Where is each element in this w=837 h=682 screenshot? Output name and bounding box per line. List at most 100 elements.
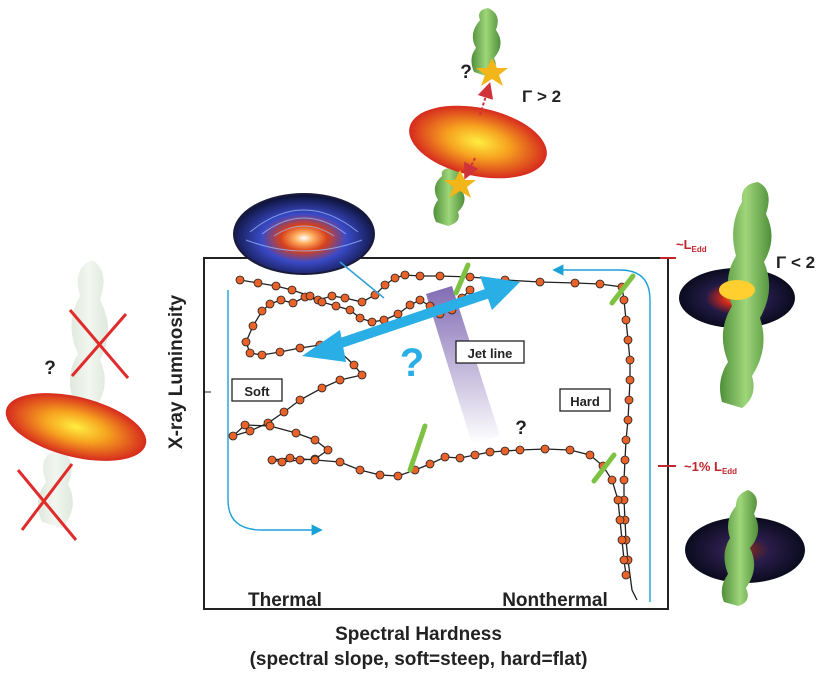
disk-jet-illustration [409,8,547,226]
track-point [335,375,345,385]
track-point [276,295,286,305]
track-point [415,271,425,281]
thermal-label: Thermal [248,590,322,611]
track-point [621,315,631,325]
gamma-lt-label: Γ < 2 [776,253,815,272]
track-point [470,450,480,460]
jet-line-box [455,340,525,364]
track-point [228,431,238,441]
track-point [619,555,629,565]
top-question: ? [460,62,472,83]
track-point [485,447,495,457]
track-point [323,445,333,455]
track-point [279,407,289,417]
track-point [317,383,327,393]
track-point [275,347,285,357]
track-point [257,306,267,316]
track-point [415,295,425,305]
track-point [295,455,305,465]
hard-box [559,388,611,412]
track-point [305,291,315,301]
track-point [393,309,403,319]
track-point [367,317,377,327]
track-point [310,435,320,445]
track-point [455,453,465,463]
jet-line-double-arrow [302,276,520,362]
track-point [375,470,385,480]
track-point [380,280,390,290]
soft-label: Soft [244,384,270,399]
track-point [390,273,400,283]
track-point [621,435,631,445]
track-point [291,428,301,438]
track-point [245,348,255,358]
track-point [585,450,595,460]
track-point [619,475,629,485]
hard-question: ? [515,418,527,439]
eddington-marker: ~LEdd [676,237,707,254]
track-point [340,293,350,303]
track-point [465,285,475,295]
jet-line-question: ? [400,341,424,385]
track-point [624,395,634,405]
soft-cycle-arrow [227,290,323,536]
soft-box [231,378,283,402]
y-axis-title: X-ray Luminosity [166,295,187,450]
track-point [355,465,365,475]
track-point [623,335,633,345]
track-point [435,271,445,281]
track-point [619,295,629,305]
track-point [621,570,631,580]
accretion-disk-photo [233,193,385,299]
hard-label: Hard [570,394,600,409]
track-point [465,272,475,282]
track-point [285,453,295,463]
track-point [287,285,297,295]
track-point [620,455,630,465]
track-point [317,297,327,307]
track-point [355,313,365,323]
track-point [607,475,617,485]
track-point [515,445,525,455]
track-point [345,305,355,315]
x-axis-title: Spectral Hardness [335,624,502,645]
jet-line-label: Jet line [468,346,513,361]
track-point [265,421,275,431]
track-point [623,415,633,425]
hard-cycle-arrow [552,264,651,602]
disk-with-jet-hard [679,182,795,408]
track-point [277,457,287,467]
track-point [405,300,415,310]
track-point [257,350,267,360]
plot-frame [203,257,669,610]
track-point [248,321,258,331]
track-point [245,426,255,436]
track-point [265,299,275,309]
track-point [240,420,250,430]
track-point [500,446,510,456]
track-point [615,515,625,525]
track-point [535,277,545,287]
track-point [425,459,435,469]
disk-with-jet-low [685,490,805,606]
track-point [295,395,305,405]
track-point [271,281,281,291]
gamma-gt-label: Γ > 2 [522,87,561,106]
track-point [357,370,367,380]
track-point [400,270,410,280]
track-point [440,452,450,462]
track-point [310,455,320,465]
track-point [267,455,277,465]
track-point [349,360,359,370]
track-point [331,301,341,311]
track-point [595,279,605,289]
disk-no-jet-illustration [5,260,147,541]
track-point [565,445,575,455]
track-point [253,278,263,288]
track-point [540,444,550,454]
left-question: ? [44,358,56,379]
hysteresis-track [232,274,638,601]
track-point [335,457,345,467]
track-point [288,298,298,308]
